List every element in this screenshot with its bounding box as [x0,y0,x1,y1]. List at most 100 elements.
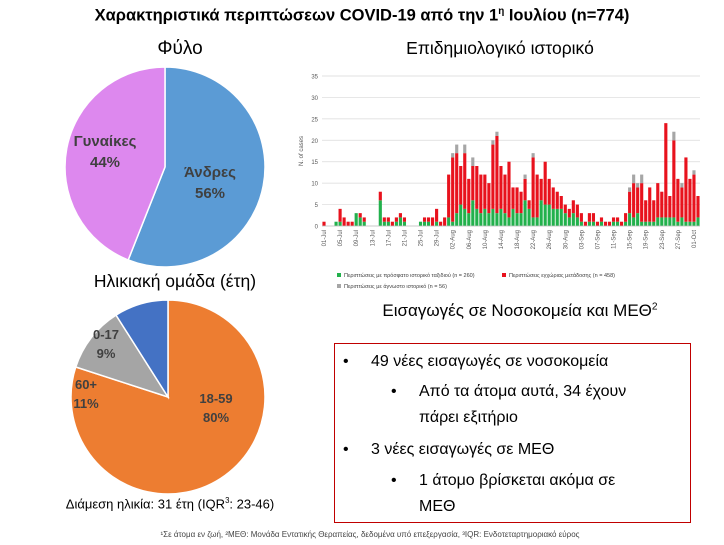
epi-bar-s1-d55 [543,161,547,205]
epi-bar-s0-d77 [632,217,636,226]
epi-xtick-14: 26-Aug [547,230,553,249]
epi-ytick-7: 35 [311,75,318,81]
epi-xtick-5: 21-Jul [402,230,408,246]
epi-bar-s0-d28 [435,221,439,226]
bullet-icon: • [343,441,349,458]
epi-bar-s0-d63 [575,217,579,226]
epi-bar-s0-d10 [362,221,366,226]
epi-bar-s2-d35 [463,144,467,154]
epi-bar-s1-d0 [322,221,326,226]
epi-bar-s0-d51 [527,208,531,226]
epi-bar-s2-d43 [495,131,499,136]
epi-ytick-0: 0 [315,225,319,231]
epi-bar-s1-d44 [499,166,503,209]
hospital-section-title: Εισαγωγές σε Νοσοκομεία και ΜΕΘ2 [340,301,700,321]
epi-ylabel: N. of cases [299,136,305,166]
epi-bar-s0-d83 [656,217,660,226]
epi-bar-s1-d10 [362,217,366,222]
epi-xtick-7: 29-Jul [435,230,441,246]
epi-bar-s0-d81 [648,221,652,226]
epi-bar-s0-d16 [386,221,390,226]
epi-bar-s0-d55 [543,204,547,226]
gender-slice-name-0: Άνδρες [184,164,236,181]
epi-bar-s1-d43 [495,136,499,214]
epi-bar-s1-d90 [684,157,688,222]
epi-bar-s1-d29 [439,221,443,226]
epi-bar-s1-d36 [467,178,471,214]
epi-bar-s2-d37 [471,157,475,166]
epi-bar-s0-d79 [640,221,644,226]
epi-bar-s0-d48 [515,213,519,226]
epi-xtick-9: 06-Aug [467,230,473,249]
epi-bar-s1-d18 [394,217,398,222]
epi-bar-s0-d19 [398,217,402,226]
title-main-text: Χαρακτηριστικά περιπτώσεων COVID-19 από … [94,6,499,25]
epi-xtick-0: 01-Jul [322,230,328,246]
epi-bar-s0-d91 [688,221,692,226]
epi-bar-s1-d16 [386,217,390,222]
median-age-range: : 23-46) [229,496,275,512]
epi-bar-s1-d57 [551,187,555,209]
epi-bar-s1-d75 [624,213,628,222]
epi-bar-s0-d76 [628,213,632,226]
epi-bar-s1-d78 [636,187,640,214]
epi-bar-s0-d39 [479,213,483,226]
gender-slice-1 [64,66,166,261]
age-slice-name-2: 0-17 [93,327,119,342]
epi-bar-s1-d91 [688,178,692,222]
age-slice-name-0: 18-59 [199,391,232,406]
epi-bar-s0-d34 [459,204,463,226]
epi-bar-s1-d49 [519,191,523,214]
epi-bar-s0-d54 [539,200,543,226]
epi-bar-s2-d78 [636,183,640,188]
epi-bar-s1-d47 [511,187,515,209]
epi-xtick-12: 18-Aug [515,230,521,249]
epi-bar-s0-d72 [611,221,616,226]
epi-bar-s0-d57 [551,208,555,226]
epi-bar-s2-d32 [451,153,455,158]
epi-ytick-3: 15 [311,160,318,166]
epi-bar-s0-d8 [354,213,358,226]
epi-bar-s2-d77 [632,174,636,184]
epi-bar-s2-d76 [628,187,632,192]
epi-bar-s0-d45 [503,213,507,226]
epi-bar-s0-d26 [426,221,431,226]
epi-bar-s1-d6 [346,221,350,226]
epi-bar-s0-d15 [382,221,386,226]
epi-bar-s1-d66 [587,213,591,222]
age-slice-name-1: 60+ [75,377,97,392]
epi-chart-title: Επιδημιολογικό ιστορικό [406,38,594,58]
epi-bar-s0-d90 [684,221,688,226]
epi-bar-s0-d14 [378,200,382,226]
epi-bar-s1-d74 [620,221,624,226]
epi-bar-s1-d38 [475,166,479,209]
title-superscript: η [498,6,505,17]
epi-bar-s1-d52 [531,157,535,218]
epi-bar-s1-d81 [648,187,652,222]
epi-bar-s1-d7 [350,221,354,226]
age-slice-1 [74,314,170,399]
epi-legend-swatch-1 [502,273,506,277]
epi-bar-s0-d60 [563,213,567,226]
epi-bar-s0-d80 [644,221,648,226]
epi-bar-s1-d87 [672,140,676,218]
hospital-title-superscript: 2 [651,301,658,313]
epi-xtick-3: 13-Jul [370,230,376,246]
epi-bar-s1-d71 [607,221,612,226]
epi-bar-s2-d89 [680,183,684,188]
bullet-hospital-text: 49 νέες εισαγωγές σε νοσοκομεία [371,353,609,370]
epi-bar-s1-d4 [338,208,342,222]
epi-bar-s0-d50 [523,200,527,226]
title-end-text: Ιουλίου (n=774) [504,6,630,25]
epi-bar-s0-d92 [692,221,696,226]
epi-bar-s1-d85 [664,123,668,218]
median-age-text: Διάμεση ηλικία: 31 έτη (IQR3: 23-46) [15,496,325,511]
epi-xtick-16: 03-Sep [579,229,585,249]
epi-bar-s0-d3 [334,221,338,226]
gender-slice-pct-1: 44% [90,154,120,171]
sub-bullet-icon: • [391,383,397,400]
epi-bar-s1-d83 [656,183,660,218]
epi-bar-s2-d50 [523,174,527,179]
epi-bar-s1-d32 [451,157,455,222]
median-age-label: Διάμεση ηλικία: 31 έτη (IQR [65,496,226,512]
